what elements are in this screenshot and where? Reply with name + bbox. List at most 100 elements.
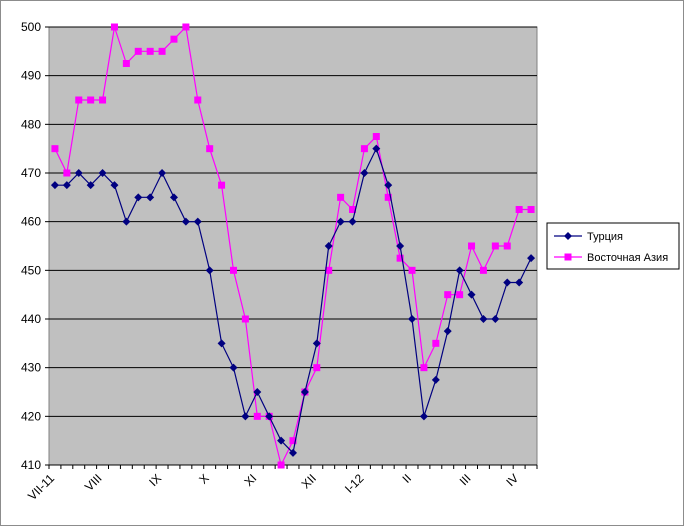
- x-tick-label: XI: [241, 471, 259, 489]
- data-point: [408, 315, 417, 323]
- data-point: [491, 315, 500, 323]
- x-axis-ticks: VII-11 VIII IX X XI XII I-12 II III IV: [25, 464, 538, 503]
- data-point: [277, 461, 285, 469]
- data-point: [63, 169, 71, 177]
- data-point: [396, 242, 405, 250]
- data-point: [300, 388, 309, 396]
- data-point: [182, 23, 190, 31]
- data-point: [515, 278, 524, 287]
- data-point: [50, 181, 59, 190]
- data-point: [456, 291, 464, 299]
- data-point: [324, 242, 333, 250]
- data-point: [241, 412, 250, 421]
- data-point: [396, 254, 404, 262]
- data-point: [134, 47, 142, 55]
- data-point: [62, 181, 71, 190]
- data-point: [468, 242, 476, 250]
- data-point: [253, 412, 261, 420]
- data-point: [527, 206, 535, 213]
- x-tick-label: VIII: [82, 471, 105, 494]
- data-point: [503, 278, 512, 287]
- data-point: [372, 133, 380, 140]
- data-point: [99, 96, 107, 104]
- data-point: [146, 193, 155, 202]
- data-point: [420, 364, 428, 372]
- data-point: [384, 193, 392, 201]
- data-point: [479, 266, 487, 274]
- data-point: [229, 266, 237, 274]
- data-point: [313, 364, 321, 372]
- x-tick-label: II: [400, 471, 415, 486]
- y-tick-label: 480: [21, 117, 41, 131]
- x-tick-label: X: [196, 471, 212, 487]
- data-point: [467, 290, 476, 299]
- x-tick-label: VII-11: [25, 471, 57, 503]
- data-point: [122, 60, 130, 67]
- data-point: [479, 315, 488, 323]
- legend-label: Восточная Азия: [587, 252, 668, 264]
- x-tick-label: XII: [299, 471, 319, 491]
- x-tick-label: I-12: [342, 471, 367, 496]
- data-point: [419, 412, 428, 421]
- x-tick-label: IX: [146, 471, 164, 489]
- data-point: [444, 291, 452, 299]
- data-point: [205, 266, 214, 275]
- data-point: [169, 193, 178, 202]
- y-tick-label: 410: [21, 458, 41, 472]
- legend-marker: [564, 232, 572, 240]
- data-point: [265, 412, 274, 421]
- data-point: [194, 96, 202, 104]
- data-point: [384, 181, 393, 190]
- data-point: [87, 96, 95, 104]
- data-point: [158, 47, 166, 55]
- data-point: [51, 145, 59, 153]
- data-point: [86, 181, 95, 190]
- y-tick-label: 450: [21, 263, 41, 277]
- y-tick-label: 430: [21, 361, 41, 375]
- data-point: [193, 217, 202, 226]
- data-point: [349, 206, 357, 213]
- data-point: [181, 217, 190, 226]
- legend: Турция Восточная Азия: [546, 222, 680, 270]
- x-tick-label: III: [457, 471, 474, 488]
- data-point: [289, 437, 297, 445]
- data-point: [312, 339, 321, 348]
- data-point: [360, 169, 369, 177]
- y-tick-label: 420: [21, 409, 41, 423]
- legend-box: [546, 222, 680, 270]
- y-tick-label: 490: [21, 69, 41, 83]
- data-point: [289, 448, 297, 457]
- data-point: [170, 35, 178, 43]
- data-point: [491, 242, 499, 250]
- data-point: [158, 169, 167, 177]
- plot-area: [48, 26, 538, 466]
- data-point: [98, 169, 107, 177]
- data-point: [146, 47, 154, 55]
- data-point: [110, 181, 119, 190]
- x-tick-label: IV: [503, 471, 521, 489]
- data-point: [455, 266, 464, 275]
- data-point: [217, 339, 226, 348]
- data-point: [74, 169, 83, 177]
- data-point: [372, 144, 381, 153]
- data-point: [206, 145, 214, 153]
- data-point: [503, 242, 511, 250]
- y-tick-label: 440: [21, 312, 41, 326]
- data-point: [348, 217, 357, 226]
- data-point: [218, 181, 226, 189]
- data-point: [229, 363, 238, 372]
- data-point: [110, 23, 118, 31]
- y-tick-label: 500: [21, 20, 41, 34]
- legend-marker: [564, 253, 572, 261]
- data-point: [431, 375, 440, 384]
- y-tick-label: 460: [21, 215, 41, 229]
- data-point: [443, 327, 452, 336]
- data-point: [75, 96, 83, 104]
- data-point: [253, 388, 262, 396]
- data-point: [360, 145, 368, 153]
- series-turtsiya: [50, 144, 536, 457]
- data-point: [122, 217, 131, 226]
- y-tick-label: 470: [21, 166, 41, 180]
